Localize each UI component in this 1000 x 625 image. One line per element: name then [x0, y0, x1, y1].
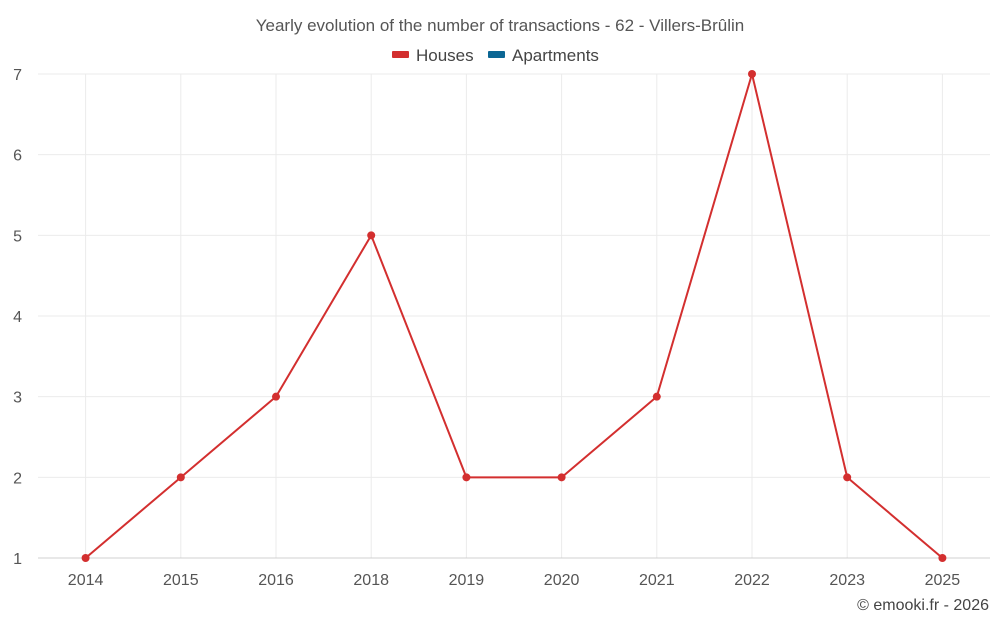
- data-point-houses-2015[interactable]: [176, 473, 185, 482]
- x-tick-label: 2022: [734, 572, 770, 589]
- y-axis: 1 2 3 4 5 6 7: [13, 67, 22, 568]
- x-tick-label: 2025: [925, 572, 961, 589]
- legend-swatch-apartments: [488, 51, 505, 58]
- data-point-houses-2014[interactable]: [81, 554, 90, 562]
- x-tick-label: 2019: [449, 572, 485, 589]
- data-point-houses-2021[interactable]: [652, 392, 661, 401]
- credit-text: © emooki.fr - 2026: [857, 597, 989, 614]
- data-point-houses-2023[interactable]: [843, 473, 852, 482]
- x-tick-label: 2014: [68, 572, 104, 589]
- legend-label-houses: Houses: [416, 46, 474, 65]
- x-tick-label: 2018: [353, 572, 389, 589]
- legend-swatch-houses: [392, 51, 409, 58]
- chart-title: Yearly evolution of the number of transa…: [256, 16, 745, 35]
- y-tick-label: 4: [13, 309, 22, 326]
- x-tick-label: 2021: [639, 572, 675, 589]
- y-tick-label: 2: [13, 470, 22, 487]
- x-tick-label: 2015: [163, 572, 199, 589]
- y-tick-label: 5: [13, 228, 22, 245]
- x-tick-label: 2023: [829, 572, 865, 589]
- data-point-houses-2016[interactable]: [272, 392, 280, 401]
- data-point-houses-2019[interactable]: [462, 473, 471, 482]
- legend: Houses Apartments: [392, 46, 599, 65]
- x-tick-label: 2016: [258, 572, 294, 589]
- series-houses: [81, 70, 947, 562]
- data-point-houses-2018[interactable]: [367, 231, 376, 240]
- y-tick-label: 6: [13, 148, 22, 165]
- data-point-houses-2020[interactable]: [557, 473, 566, 482]
- data-point-houses-2022[interactable]: [748, 70, 756, 78]
- data-point-houses-2025[interactable]: [938, 554, 947, 562]
- y-tick-label: 7: [13, 67, 22, 84]
- x-axis: 2014 2015 2016 2018 2019 2020 2021 2022 2023 2025: [38, 557, 990, 589]
- grid: [38, 73, 990, 558]
- legend-item-apartments[interactable]: Apartments: [488, 46, 599, 65]
- legend-item-houses[interactable]: Houses: [392, 46, 474, 65]
- legend-label-apartments: Apartments: [512, 46, 599, 65]
- series-line-houses: [84, 73, 944, 559]
- y-tick-label: 1: [13, 551, 22, 568]
- x-tick-label: 2020: [544, 572, 580, 589]
- y-tick-label: 3: [13, 390, 22, 407]
